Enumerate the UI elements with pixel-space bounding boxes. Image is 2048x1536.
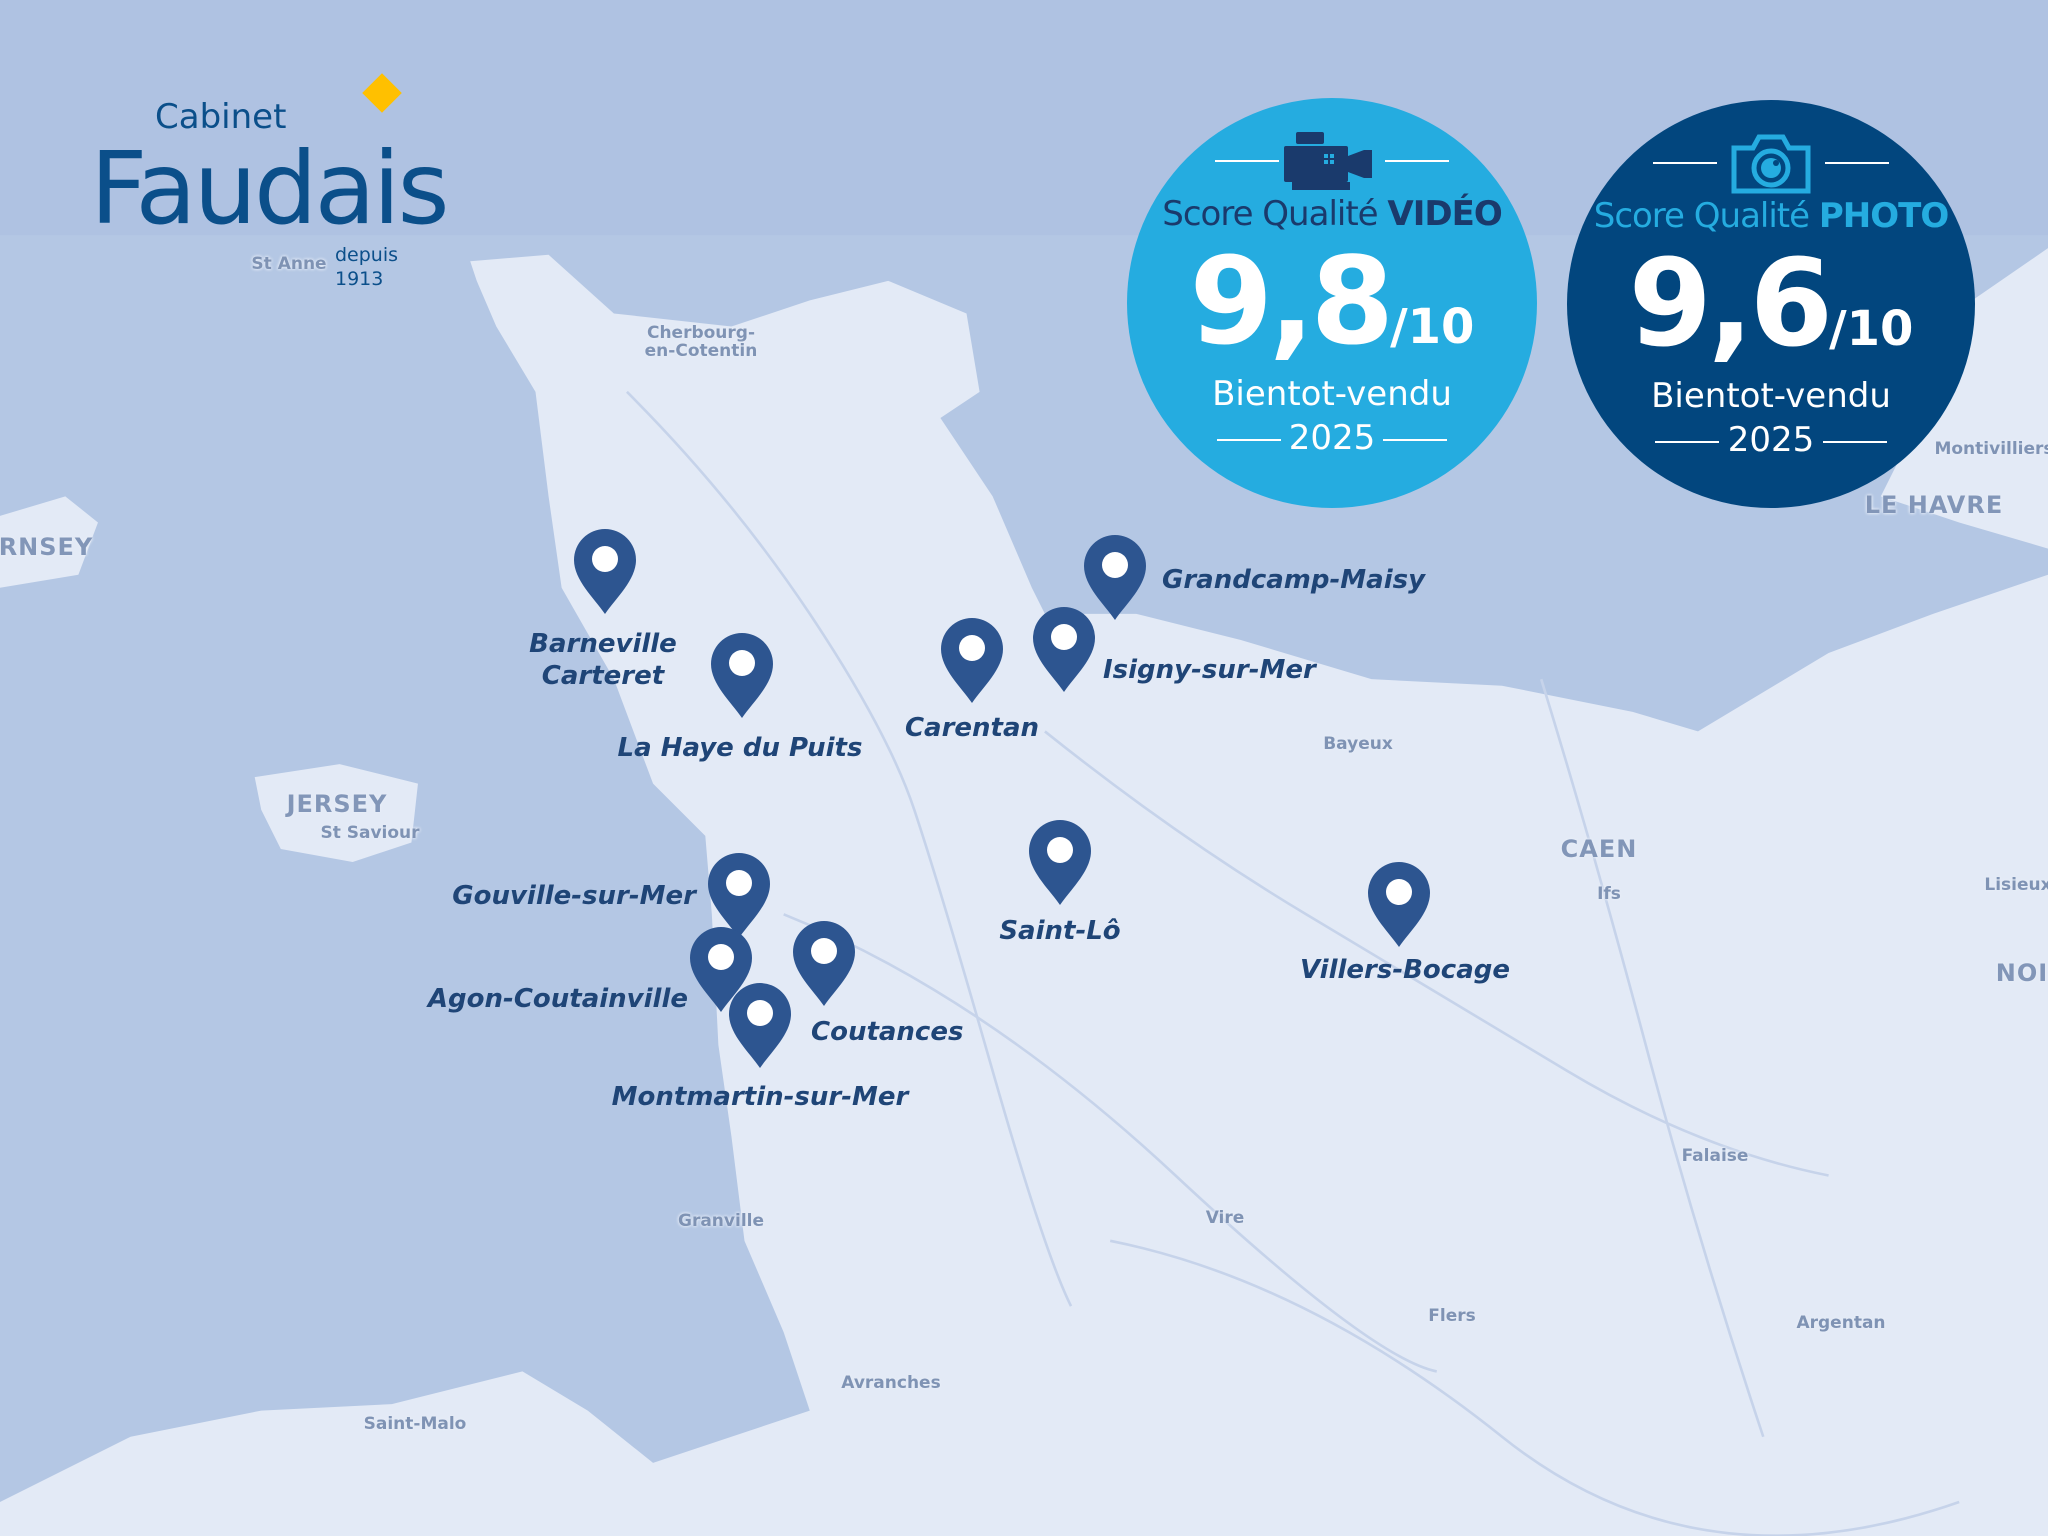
location-label: Villers-Bocage — [1300, 954, 1510, 986]
location-name: Villers-Bocage — [1299, 955, 1511, 985]
location-label: Grandcamp-Maisy — [1162, 564, 1425, 596]
logo-tagline: depuis 1913 — [335, 244, 399, 290]
badge-year: 2025 — [1288, 418, 1376, 458]
logo-line1: Cabinet — [155, 97, 287, 137]
location-name: Montmartin-sur-Mer — [611, 1082, 909, 1112]
location-name: La Haye du Puits — [617, 733, 863, 763]
map-pin-icon[interactable] — [688, 926, 754, 1012]
location-name: Saint-Lô — [999, 916, 1121, 946]
divider — [1825, 162, 1889, 164]
map-place-label: Saint-Malo — [363, 1414, 467, 1434]
location-name: Carentan — [904, 713, 1040, 743]
logo-diamond-icon — [362, 73, 402, 113]
badge-name: Bientot-vendu — [1651, 376, 1891, 416]
location-label: Barneville Carteret — [529, 628, 677, 692]
location-name: Coutances — [811, 1017, 964, 1047]
land-le-havre — [1880, 248, 2048, 549]
map-place-label: St Anne — [251, 254, 327, 274]
divider — [1655, 441, 1719, 443]
badge-year: 2025 — [1727, 420, 1815, 460]
location-label: La Haye du Puits — [618, 732, 863, 764]
location-label: Carentan — [905, 712, 1039, 744]
map-place-label: NOI — [1995, 959, 2048, 987]
location-label: Gouville-sur-Mer — [452, 880, 696, 912]
map-place-label: Ifs — [1597, 884, 1621, 904]
location-label: Coutances — [811, 1016, 963, 1048]
badge-title: Score Qualité PHOTO — [1593, 196, 1950, 236]
land-normandy — [0, 254, 2048, 1536]
map-place-label: Argentan — [1796, 1313, 1886, 1333]
divider — [1217, 439, 1281, 441]
video-score-badge: Score Qualité VIDÉO 9,8/10 Bientot-vendu… — [1127, 98, 1537, 508]
video-camera-icon — [1284, 132, 1372, 190]
location-name: Barneville — [529, 629, 677, 659]
map-place-label: Falaise — [1681, 1146, 1749, 1166]
photo-score-badge: Score Qualité PHOTO 9,6/10 Bientot-vendu… — [1567, 100, 1975, 508]
divider — [1385, 160, 1449, 162]
divider — [1823, 441, 1887, 443]
map-pin-icon[interactable] — [706, 852, 772, 938]
divider — [1383, 439, 1447, 441]
map-place-label: RNSEY — [0, 533, 94, 561]
map-place-label: Bayeux — [1323, 734, 1393, 754]
map-place-label: Montivilliers — [1934, 439, 2048, 459]
map-place-label: Granville — [677, 1211, 765, 1231]
badge-score: 9,6/10 — [1628, 235, 1914, 374]
map-pin-icon[interactable] — [939, 617, 1005, 703]
map-pin-icon[interactable] — [1031, 606, 1097, 692]
location-name: Agon-Coutainville — [427, 984, 688, 1014]
map-pin-icon[interactable] — [572, 528, 638, 614]
location-name: Isigny-sur-Mer — [1103, 655, 1316, 685]
map-place-label: Vire — [1205, 1208, 1245, 1228]
location-label: Isigny-sur-Mer — [1103, 654, 1316, 686]
location-label: Agon-Coutainville — [428, 983, 688, 1015]
map-pin-icon[interactable] — [727, 982, 793, 1068]
map-pin-icon[interactable] — [1366, 861, 1432, 947]
location-name-line2: Carteret — [541, 661, 665, 691]
badge-title: Score Qualité VIDÉO — [1162, 194, 1502, 234]
map-place-label: Lisieux — [1984, 875, 2048, 895]
map-pin-icon[interactable] — [1027, 819, 1093, 905]
divider — [1653, 162, 1717, 164]
map-pin-icon[interactable] — [1082, 534, 1148, 620]
divider — [1215, 160, 1279, 162]
land-jersey — [254, 764, 418, 863]
map-place-label: Avranches — [841, 1373, 941, 1393]
logo-cabinet-faudais: Cabinet Faudais depuis 1913 — [90, 73, 450, 290]
location-name: Grandcamp-Maisy — [1162, 565, 1426, 595]
location-name: Gouville-sur-Mer — [452, 881, 696, 911]
map-place-label: Flers — [1428, 1306, 1476, 1326]
badge-name: Bientot-vendu — [1212, 374, 1452, 414]
badge-score: 9,8/10 — [1189, 233, 1475, 372]
map-place-label: JERSEY — [286, 790, 388, 818]
location-label: Montmartin-sur-Mer — [612, 1081, 909, 1113]
location-label: Saint-Lô — [999, 915, 1120, 947]
map-place-label: LE HAVRE — [1864, 491, 2004, 519]
map-place-label: CAEN — [1560, 835, 1638, 863]
camera-icon — [1731, 134, 1811, 194]
map-pin-icon[interactable] — [791, 920, 857, 1006]
map-place-label: St Saviour — [320, 823, 420, 843]
map-place-label: Cherbourg-en-Cotentin — [644, 323, 758, 361]
land-guernsey — [0, 496, 98, 588]
logo-line2: Faudais — [90, 130, 450, 247]
map-pin-icon[interactable] — [709, 632, 775, 718]
